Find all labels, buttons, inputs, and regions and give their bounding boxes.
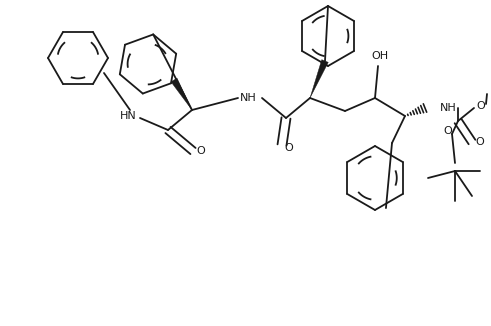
Text: NH: NH bbox=[240, 93, 257, 103]
Polygon shape bbox=[310, 60, 328, 98]
Polygon shape bbox=[171, 78, 192, 110]
Text: O: O bbox=[285, 143, 294, 153]
Text: O: O bbox=[196, 146, 205, 156]
Text: HN: HN bbox=[120, 111, 136, 121]
Text: O: O bbox=[444, 126, 452, 136]
Text: OH: OH bbox=[371, 51, 388, 61]
Text: NH: NH bbox=[440, 103, 457, 113]
Text: O: O bbox=[476, 137, 485, 147]
Text: O: O bbox=[477, 101, 486, 111]
